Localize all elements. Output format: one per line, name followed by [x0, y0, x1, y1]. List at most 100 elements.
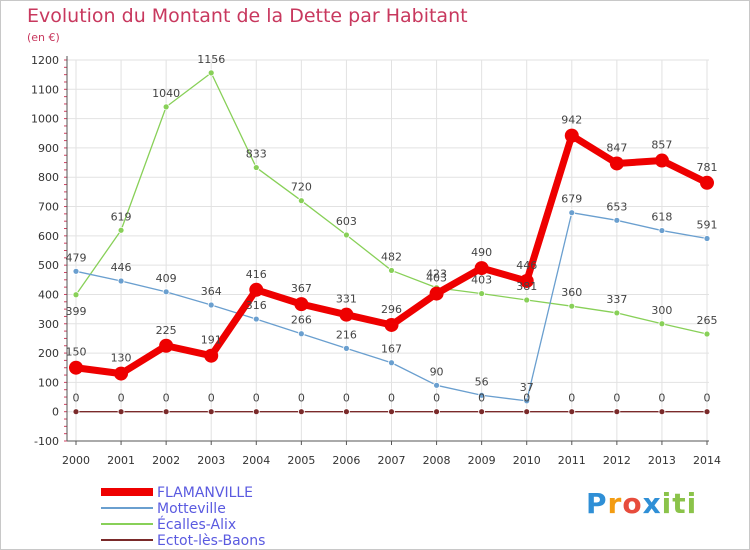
brand-letter: P [586, 487, 608, 520]
data-label: 482 [381, 250, 402, 263]
x-tick-label: 2012 [603, 454, 631, 467]
x-tick-label: 2001 [107, 454, 135, 467]
data-point [294, 297, 309, 312]
data-label: 847 [606, 141, 627, 154]
data-label: 56 [475, 375, 489, 388]
brand-letter: t [672, 487, 687, 520]
data-point [249, 282, 264, 297]
data-label: 300 [651, 304, 672, 317]
data-label: 37 [520, 381, 534, 394]
data-point [388, 408, 395, 416]
x-tick-label: 2000 [62, 454, 90, 467]
data-point [114, 366, 129, 381]
brand-logo: Proxiti [586, 487, 697, 520]
data-label: 331 [336, 293, 357, 306]
y-tick-label: 700 [38, 201, 59, 214]
data-point [117, 408, 125, 416]
y-tick-label: 600 [38, 230, 59, 243]
data-point [72, 267, 80, 275]
y-tick-label: -100 [34, 435, 59, 448]
data-point [568, 408, 576, 416]
data-label: 399 [66, 305, 87, 318]
brand-letter: x [642, 487, 662, 520]
data-label: 653 [606, 200, 627, 213]
data-label: 942 [561, 114, 582, 127]
data-label: 1040 [152, 87, 180, 100]
x-tick-label: 2006 [332, 454, 360, 467]
legend-label: Ectot-lès-Baons [157, 533, 265, 549]
data-point [207, 408, 215, 416]
data-point [654, 153, 669, 168]
data-point [343, 231, 350, 239]
brand-letter: r [607, 487, 623, 520]
data-label: 591 [697, 218, 718, 231]
x-tick-label: 2014 [693, 454, 721, 467]
x-tick-label: 2003 [197, 454, 225, 467]
data-point [658, 408, 666, 416]
y-tick-label: 300 [38, 318, 59, 331]
data-label: 381 [516, 280, 537, 293]
x-tick-label: 2005 [287, 454, 315, 467]
data-label: 216 [336, 328, 357, 341]
data-point [523, 408, 531, 416]
data-label: 0 [478, 392, 485, 405]
data-label: 0 [704, 392, 711, 405]
data-point [433, 381, 440, 389]
brand-letter: i [686, 487, 698, 520]
data-label: 403 [426, 272, 447, 285]
data-label: 191 [201, 334, 222, 347]
data-label: 316 [246, 299, 267, 312]
data-label: 1156 [197, 53, 225, 66]
data-point [478, 290, 486, 297]
data-label: 0 [163, 392, 170, 405]
data-label: 479 [66, 251, 87, 264]
y-tick-label: 100 [38, 376, 59, 389]
data-label: 781 [697, 161, 718, 174]
data-point [478, 391, 486, 399]
y-tick-label: 800 [38, 171, 59, 184]
data-point [343, 408, 350, 416]
data-point [609, 156, 624, 171]
data-point [519, 273, 534, 288]
data-label: 90 [430, 365, 444, 378]
data-label: 0 [118, 392, 125, 405]
data-label: 265 [697, 314, 718, 327]
y-tick-label: 1100 [31, 83, 59, 96]
data-point [478, 408, 486, 416]
legend-label: Motteville [157, 501, 226, 517]
data-point [703, 408, 711, 416]
data-point [162, 408, 170, 416]
data-label: 296 [381, 303, 402, 316]
chart-title: Evolution du Montant de la Dette par Hab… [27, 5, 468, 27]
data-label: 446 [516, 259, 537, 272]
data-label: 0 [343, 392, 350, 405]
data-label: 618 [651, 211, 672, 224]
data-point [339, 307, 354, 322]
data-labels: 0 0 0 0 0 0 0 0 0 0 0 0 0 0 0 399 619 1040 1156 833 720 603 48… [66, 53, 718, 405]
data-label: 0 [523, 392, 530, 405]
data-label: 150 [66, 346, 87, 359]
data-point [703, 235, 711, 242]
data-label: 130 [111, 352, 132, 365]
x-tick-label: 2004 [242, 454, 270, 467]
data-point [433, 408, 440, 416]
data-point [523, 296, 531, 304]
data-label: 446 [111, 261, 132, 274]
data-label: 367 [291, 282, 312, 295]
data-point [162, 288, 170, 296]
data-point [384, 317, 399, 332]
data-point [429, 286, 444, 301]
data-label: 0 [613, 392, 620, 405]
data-point [162, 103, 170, 111]
chart-subtitle: (en €) [27, 31, 60, 44]
legend: FLAMANVILLEMottevilleÉcalles-AlixEctot-l… [101, 485, 265, 549]
data-label: 409 [156, 272, 177, 285]
data-point [658, 320, 666, 328]
data-point [613, 216, 621, 224]
data-label: 0 [433, 392, 440, 405]
data-label: 0 [388, 392, 395, 405]
data-label: 0 [73, 392, 80, 405]
data-point [252, 408, 260, 416]
data-point [703, 330, 711, 338]
